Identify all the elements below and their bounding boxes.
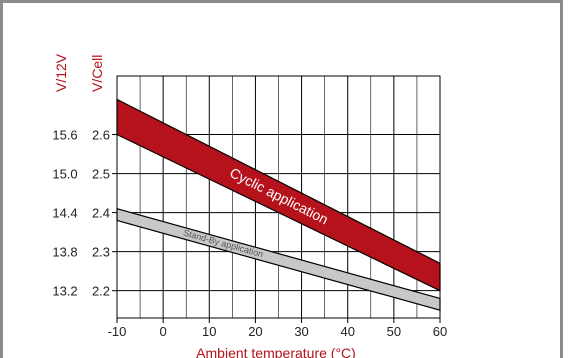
y-tick-label-volt12: 14.4 bbox=[52, 206, 77, 221]
x-tick-label: 0 bbox=[160, 324, 167, 339]
y-tick-label-volt12: 15.0 bbox=[52, 167, 77, 182]
y-axis-title-cell: V/Cell bbox=[89, 55, 105, 92]
standby-application-band bbox=[116, 207, 441, 311]
tick-labels: -10 0 10 20 30 40 50 60 2.6 15.6 2.5 15.0 2.4 14.4 2.3… bbox=[52, 128, 447, 339]
x-tick-label: 40 bbox=[340, 324, 354, 339]
x-axis-title: Ambient temperature (°C) bbox=[196, 345, 356, 358]
x-tick-label: 60 bbox=[433, 324, 447, 339]
y-axis-title-volt12: V/12V bbox=[53, 53, 69, 92]
x-tick-label: 20 bbox=[248, 324, 262, 339]
x-tick-label: 50 bbox=[387, 324, 401, 339]
x-tick-label: 10 bbox=[202, 324, 216, 339]
x-tick-label: 30 bbox=[294, 324, 308, 339]
cyclic-application-band bbox=[116, 98, 441, 292]
y-tick-label-volt12: 13.8 bbox=[52, 245, 77, 260]
y-tick-label-volt12: 13.2 bbox=[52, 284, 77, 299]
y-tick-label-cell: 2.2 bbox=[92, 284, 110, 299]
y-tick-label-cell: 2.4 bbox=[92, 206, 110, 221]
y-tick-label-cell: 2.6 bbox=[92, 128, 110, 143]
y-tick-label-volt12: 15.6 bbox=[52, 128, 77, 143]
y-tick-label-cell: 2.5 bbox=[92, 167, 110, 182]
y-tick-label-cell: 2.3 bbox=[92, 245, 110, 260]
x-tick-label: -10 bbox=[108, 324, 127, 339]
